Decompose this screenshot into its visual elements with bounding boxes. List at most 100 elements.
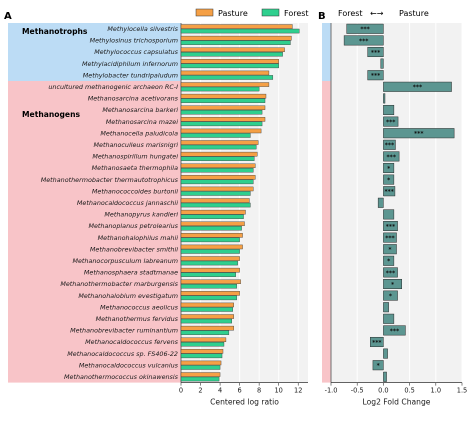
panel-b-x-axis-title: Log2 Fold Change	[363, 398, 431, 407]
bar-forest	[180, 63, 279, 69]
bar-forest	[180, 86, 260, 92]
bar-fold-change	[383, 302, 389, 313]
panel-a-label: A	[4, 11, 12, 22]
species-label: Methanosphaera stadtmanae	[84, 269, 178, 277]
legend-swatch-forest	[261, 8, 280, 17]
significance-label: ***	[385, 235, 395, 242]
band-methanogens-b	[322, 81, 331, 383]
bar-forest	[180, 40, 291, 45]
significance-label: *	[391, 281, 395, 288]
bar-pasture	[180, 244, 243, 250]
species-label: Methanohalobium evestigatum	[78, 292, 178, 300]
group-label-methanotrophs: Methanotrophs	[22, 27, 88, 36]
bar-fold-change	[383, 186, 396, 197]
species-label: Methanocaldococcus jannaschii	[77, 199, 178, 207]
bar-forest	[180, 191, 251, 196]
significance-label: *	[387, 165, 391, 172]
bar-forest	[180, 295, 237, 301]
bar-fold-change	[383, 116, 399, 127]
bar-pasture	[180, 163, 256, 168]
group-bands	[8, 23, 331, 383]
bar-fold-change	[380, 58, 384, 69]
bar-fold-change	[367, 46, 384, 58]
species-label: Methylocella silvestris	[107, 25, 178, 33]
panel-a-tick-label: 2	[198, 387, 202, 395]
bar-pasture	[180, 314, 234, 319]
band-methanotrophs-a	[8, 23, 181, 81]
legend-label-pasture: Pasture	[218, 9, 248, 18]
bar-forest	[180, 272, 236, 277]
bar-fold-change	[383, 151, 400, 162]
bar-pasture	[180, 372, 221, 377]
species-label: Methanococcus aeolicus	[100, 303, 179, 311]
bar-pasture	[180, 302, 234, 308]
direction-arrow-icon: ←→	[370, 9, 384, 18]
bar-pasture	[180, 209, 246, 215]
bar-pasture	[180, 70, 270, 76]
bar-fold-change	[343, 35, 384, 46]
species-label: Methanocorpusculum labreanum	[72, 257, 178, 265]
bar-fold-change	[383, 139, 396, 150]
panel-b-tick-label: -0.5	[351, 387, 364, 395]
bar-forest	[180, 109, 263, 115]
bar-forest	[180, 330, 230, 335]
bar-pasture	[180, 360, 222, 366]
species-label: Methanothermobacter marburgensis	[60, 280, 178, 288]
bar-fold-change	[383, 325, 406, 336]
species-label: Methanosaeta thermophila	[92, 164, 178, 172]
species-label: Methanocella paludicola	[100, 129, 178, 137]
significance-label: *	[388, 247, 392, 254]
panel-b-tick-label: -1.0	[325, 387, 338, 395]
bar-forest	[180, 260, 238, 266]
bar-pasture	[180, 117, 266, 122]
panel-a-chart: 0 2 4 6 8 10 12 Centered log ratio Methylocella …	[41, 23, 308, 407]
group-label-methanogens: Methanogens	[22, 110, 80, 119]
bar-forest	[180, 75, 274, 80]
bar-pasture	[180, 47, 285, 53]
bar-forest	[180, 144, 257, 150]
bar-forest	[180, 376, 220, 382]
bar-fold-change	[383, 290, 398, 301]
bar-fold-change	[383, 128, 455, 139]
bar-forest	[180, 28, 300, 34]
bar-pasture	[180, 267, 240, 273]
bar-pasture	[180, 349, 224, 354]
bar-fold-change	[383, 244, 397, 255]
significance-label: *	[389, 293, 393, 300]
significance-label: ***	[413, 84, 423, 91]
significance-label: *	[387, 258, 391, 265]
bar-pasture	[180, 140, 259, 145]
legend-swatch-pasture	[195, 8, 214, 17]
significance-label: ***	[359, 38, 369, 45]
bar-fold-change	[383, 371, 387, 382]
species-label: Methanopyrus kandleri	[104, 211, 178, 219]
bar-pasture	[180, 291, 240, 296]
bar-fold-change	[370, 336, 384, 348]
significance-label: ***	[387, 154, 397, 161]
significance-label: ***	[414, 131, 424, 138]
significance-label: ***	[360, 26, 370, 33]
bar-pasture	[180, 325, 234, 331]
bar-pasture	[180, 82, 270, 87]
significance-label: ***	[371, 73, 381, 80]
bar-pasture	[180, 221, 245, 226]
species-label: Methanocaldococcus vulcanius	[79, 361, 179, 369]
bar-forest	[180, 179, 254, 185]
band-methanotrophs-b	[322, 23, 331, 81]
bar-pasture	[180, 105, 266, 110]
significance-label: ***	[386, 119, 396, 126]
species-label: Methylacidiphilum infernorum	[82, 60, 178, 68]
bar-fold-change	[346, 23, 384, 34]
significance-label: ***	[385, 142, 395, 149]
direction-pasture: Pasture	[399, 9, 429, 18]
species-label: Methanothermobacter thermautotrophicus	[41, 176, 179, 184]
bar-fold-change	[383, 348, 388, 359]
bar-forest	[180, 52, 283, 57]
panel-a-tick-label: 0	[179, 387, 183, 395]
species-label: Methanocaldococcus fervens	[85, 338, 178, 346]
panel-a-tick-label: 12	[294, 387, 302, 395]
bar-pasture	[180, 59, 279, 64]
significance-label: ***	[384, 189, 394, 196]
bar-fold-change	[383, 162, 395, 174]
